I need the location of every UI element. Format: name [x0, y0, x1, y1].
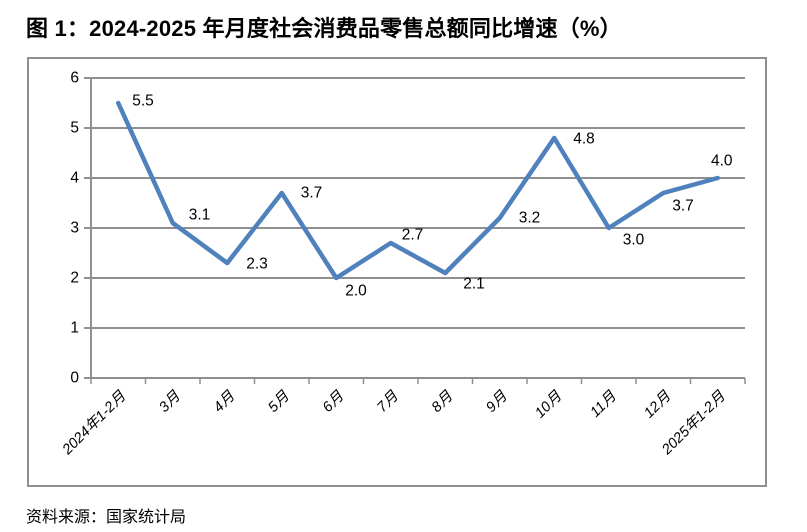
data-label: 3.0 [623, 232, 645, 249]
y-tick-label: 4 [70, 170, 79, 187]
data-label: 4.8 [573, 131, 595, 148]
x-tick-label: 11月 [587, 388, 620, 421]
data-label: 2.3 [246, 256, 268, 273]
data-label: 2.7 [402, 227, 424, 244]
x-tick-label: 7月 [374, 388, 402, 416]
x-tick-label: 9月 [483, 388, 511, 416]
x-tick-label: 6月 [320, 388, 348, 416]
x-tick-label: 3月 [156, 388, 184, 416]
data-label: 3.7 [672, 198, 694, 215]
source-note: 资料来源：国家统计局 [26, 509, 187, 526]
y-tick-label: 6 [70, 70, 79, 87]
y-tick-label: 3 [70, 220, 79, 237]
x-tick-label: 2024年1-2月 [58, 387, 129, 458]
x-tick-label: 8月 [429, 388, 457, 416]
page-title: 图 1：2024-2025 年月度社会消费品零售总额同比增速（%） [26, 16, 622, 41]
data-label: 2.1 [463, 276, 485, 293]
data-label: 2.0 [345, 283, 367, 300]
y-tick-label: 2 [70, 270, 79, 287]
series-line [116, 100, 720, 281]
y-tick-label: 1 [70, 320, 79, 337]
y-tick-label: 0 [70, 370, 79, 387]
x-tick-label: 5月 [265, 388, 293, 416]
x-tick-label: 4月 [211, 388, 239, 416]
y-tick-label: 5 [70, 120, 79, 137]
x-tick-label: 12月 [641, 388, 674, 421]
data-label: 5.5 [132, 93, 154, 110]
x-tick-label: 10月 [532, 388, 565, 421]
data-label: 4.0 [711, 153, 733, 170]
line-chart: 0 1 2 3 4 5 6 2024年1-2月 3月 4月 5月 6月 7月 8月 9月 10月 11月 12月 2… [58, 70, 746, 459]
data-label: 3.7 [301, 185, 323, 202]
data-label: 3.2 [519, 210, 541, 227]
chart-frame: 0 1 2 3 4 5 6 2024年1-2月 3月 4月 5月 6月 7月 8月 9月 10月 11月 12月 2… [27, 57, 767, 487]
data-label: 3.1 [189, 207, 211, 224]
